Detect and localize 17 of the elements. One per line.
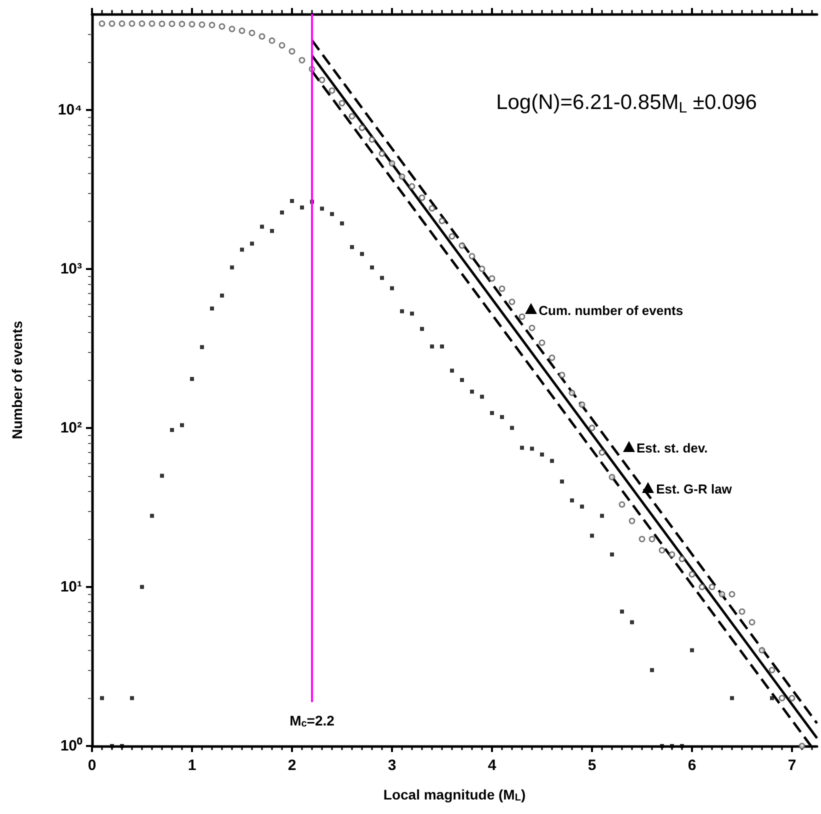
annotation: Est. G-R law [656,482,733,497]
x-tick-label: 7 [788,757,796,774]
annotation: Est. st. dev. [636,440,708,456]
x-tick-label: 1 [188,757,196,774]
x-tick-label: 5 [588,757,596,774]
x-tick-label: 4 [488,757,497,774]
y-tick-label: 10⁰ [60,736,83,754]
x-tick-label: 2 [288,757,296,774]
x-tick-label: 3 [388,757,396,774]
y-tick-label: 10² [60,419,82,436]
y-axis-title: Number of events [9,320,25,440]
y-tick-label: 10⁴ [58,101,82,118]
y-tick-label: 10¹ [60,578,82,596]
annotation: Cum. number of events [538,302,684,318]
x-tick-label: 6 [688,757,696,774]
x-tick-label: 0 [88,757,96,774]
y-tick-label: 10³ [60,260,82,278]
